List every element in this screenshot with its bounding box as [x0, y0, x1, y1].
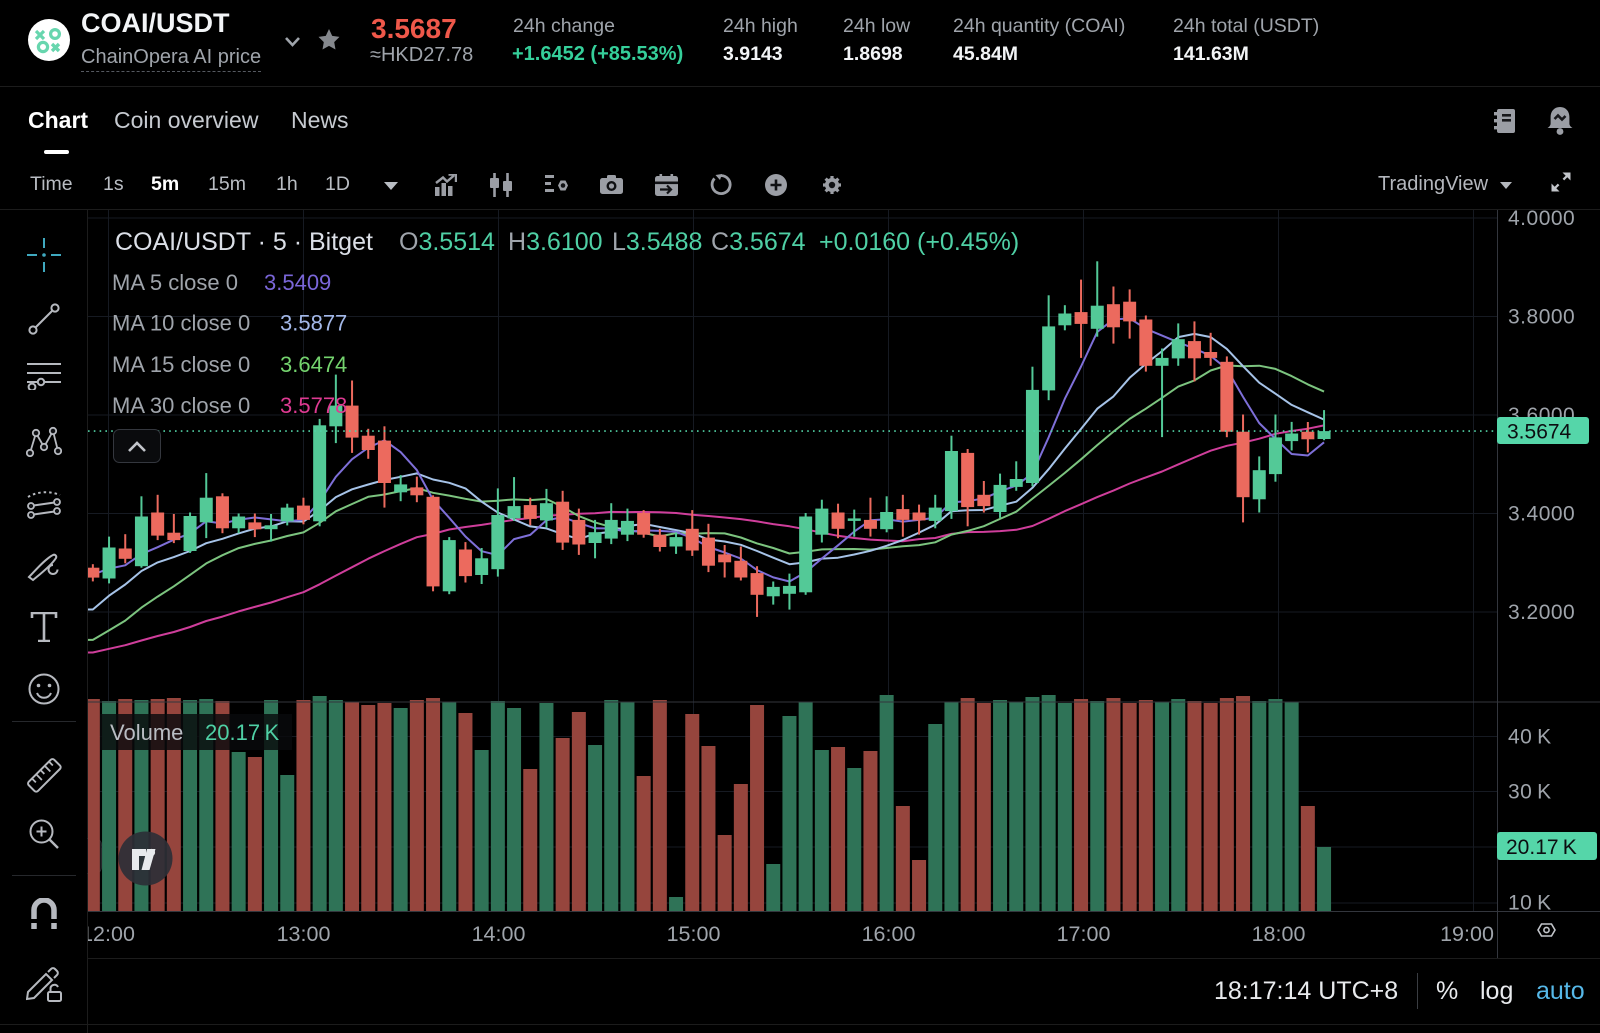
svg-text:MA 5 close 0: MA 5 close 0 — [112, 270, 238, 295]
svg-text:14:00: 14:00 — [472, 922, 526, 946]
svg-text:3.5877: 3.5877 — [280, 311, 347, 336]
svg-text:3.5778: 3.5778 — [280, 393, 347, 418]
svg-text:20.17 K: 20.17 K — [1506, 836, 1577, 859]
svg-text:10 K: 10 K — [1508, 892, 1552, 915]
svg-text:+0.0160 (+0.45%): +0.0160 (+0.45%) — [819, 228, 1019, 256]
svg-text:19:00: 19:00 — [1440, 922, 1494, 946]
svg-text:3.5409: 3.5409 — [264, 270, 331, 295]
svg-text:3.6474: 3.6474 — [280, 352, 347, 377]
svg-text:4.0000: 4.0000 — [1508, 210, 1575, 230]
svg-text:MA 10 close 0: MA 10 close 0 — [112, 311, 250, 336]
svg-text:H3.6100: H3.6100 — [508, 228, 603, 256]
svg-text:13:00: 13:00 — [277, 922, 331, 946]
svg-text:18:00: 18:00 — [1252, 922, 1306, 946]
svg-text:15:00: 15:00 — [667, 922, 721, 946]
svg-text:12:00: 12:00 — [88, 922, 135, 946]
svg-text:COAI/USDT · 5 · Bitget: COAI/USDT · 5 · Bitget — [115, 228, 373, 256]
svg-text:40 K: 40 K — [1508, 726, 1552, 749]
svg-text:MA 30 close 0: MA 30 close 0 — [112, 393, 250, 418]
svg-text:3.4000: 3.4000 — [1508, 503, 1575, 526]
svg-text:Volume: Volume — [110, 720, 183, 745]
svg-text:3.2000: 3.2000 — [1508, 601, 1575, 624]
svg-text:3.8000: 3.8000 — [1508, 306, 1575, 329]
svg-text:17:00: 17:00 — [1057, 922, 1111, 946]
svg-text:L3.5488: L3.5488 — [612, 228, 702, 256]
svg-text:3.5674: 3.5674 — [1507, 421, 1572, 444]
svg-text:30 K: 30 K — [1508, 781, 1552, 804]
svg-text:16:00: 16:00 — [862, 922, 916, 946]
svg-text:MA 15 close 0: MA 15 close 0 — [112, 352, 250, 377]
svg-text:20.17 K: 20.17 K — [205, 720, 279, 745]
svg-text:C3.5674: C3.5674 — [711, 228, 806, 256]
svg-text:O3.5514: O3.5514 — [399, 228, 495, 256]
